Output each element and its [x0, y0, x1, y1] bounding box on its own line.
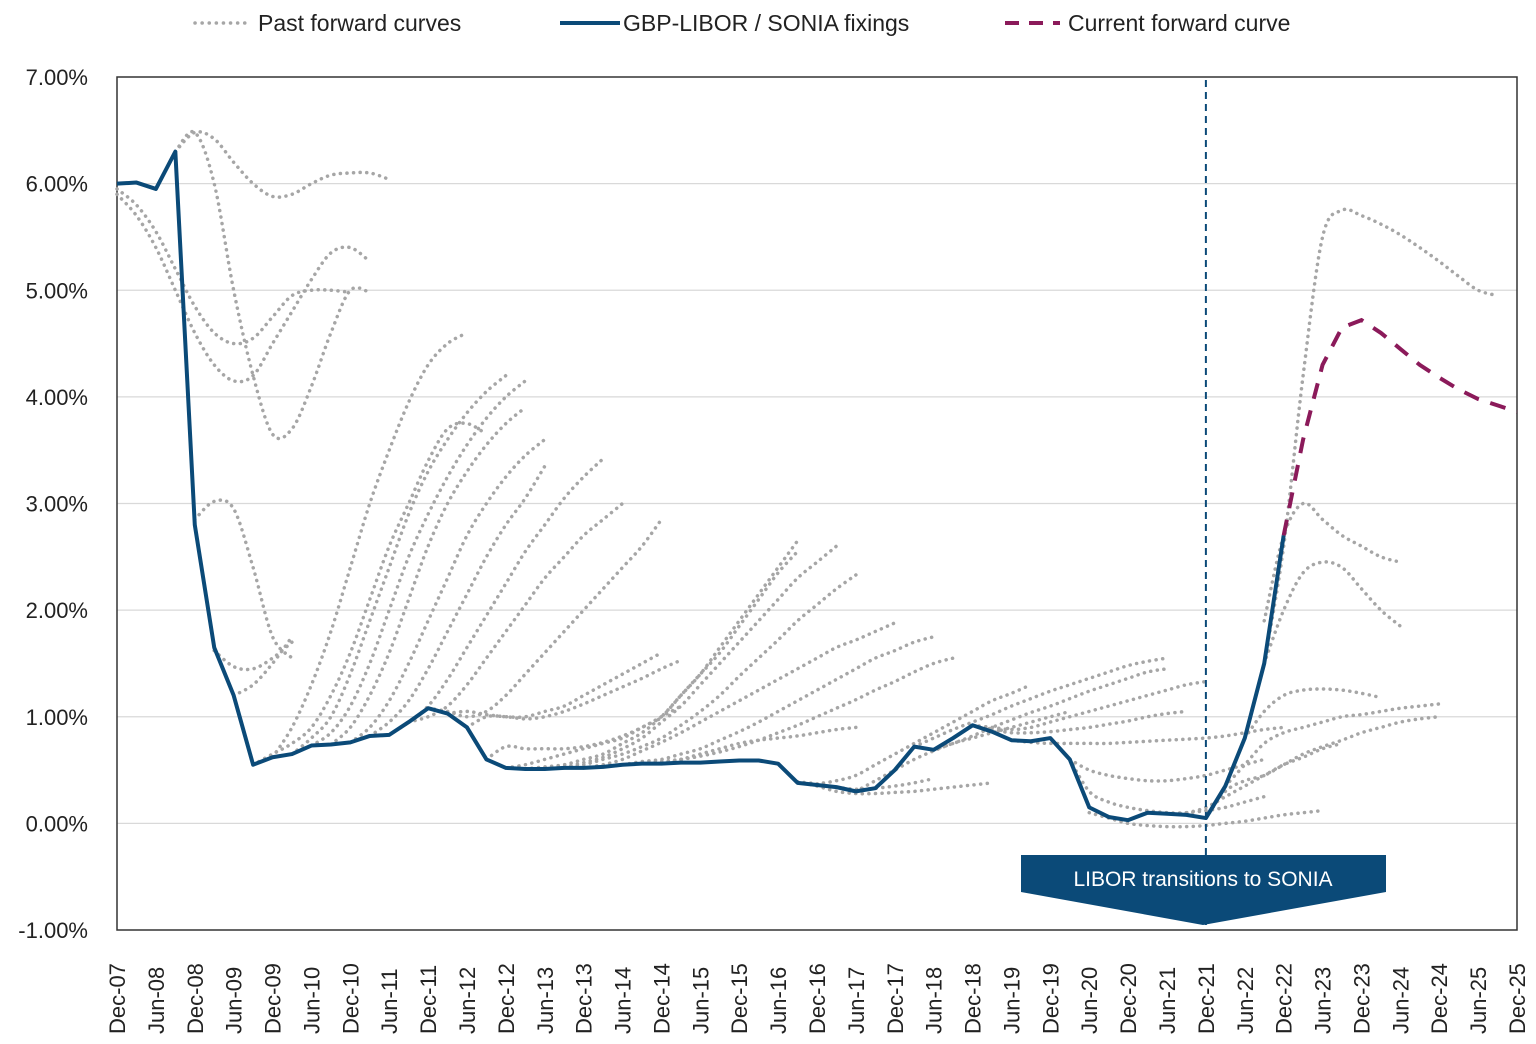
past-forward-curve — [115, 192, 372, 384]
x-tick-label: Jun-17 — [844, 967, 869, 1034]
y-tick-label: 1.00% — [26, 705, 88, 730]
past-forward-curve — [173, 129, 372, 441]
x-tick-label: Jun-16 — [766, 967, 791, 1034]
x-tick-label: Dec-19 — [1038, 963, 1063, 1034]
past-forward-curve — [115, 187, 353, 346]
past-forward-curve — [562, 573, 858, 770]
annotation: LIBOR transitions to SONIA — [1021, 80, 1386, 925]
x-tick-label: Dec-09 — [261, 963, 286, 1034]
past-forward-curve — [231, 635, 294, 698]
x-tick-label: Dec-12 — [494, 963, 519, 1034]
x-tick-label: Dec-13 — [572, 963, 597, 1034]
past-forward-curve — [406, 501, 625, 724]
past-forward-curve — [1165, 741, 1344, 816]
x-tick-label: Jun-25 — [1466, 967, 1491, 1034]
past-forward-curve — [970, 679, 1208, 732]
x-tick-label: Jun-23 — [1311, 967, 1336, 1034]
x-tick-label: Jun-11 — [377, 968, 402, 1034]
x-tick-label: Dec-07 — [105, 963, 130, 1034]
past-forward-curve — [348, 437, 547, 745]
annotation-label: LIBOR transitions to SONIA — [1073, 868, 1332, 891]
x-tick-label: Jun-09 — [222, 967, 247, 1034]
y-tick-label: 4.00% — [26, 385, 88, 410]
x-tick-label: Dec-25 — [1505, 963, 1530, 1034]
past-forward-curves — [115, 129, 1500, 829]
x-tick-label: Dec-17 — [883, 963, 908, 1034]
x-tick-label: Jun-22 — [1233, 967, 1258, 1034]
legend: Past forward curves GBP-LIBOR / SONIA fi… — [193, 10, 1290, 36]
past-forward-curve — [484, 704, 683, 762]
x-tick-label: Dec-21 — [1194, 963, 1219, 1034]
past-forward-curve — [387, 456, 605, 737]
y-tick-label: 3.00% — [26, 492, 88, 517]
x-tick-label: Jun-08 — [144, 967, 169, 1034]
x-tick-label: Dec-14 — [649, 963, 674, 1034]
past-forward-curve — [173, 130, 391, 199]
x-tick-label: Jun-10 — [299, 967, 324, 1034]
y-tick-label: 7.00% — [26, 65, 88, 90]
y-tick-label: 5.00% — [26, 278, 88, 303]
annotation-callout — [1021, 855, 1386, 925]
x-tick-label: Dec-11 — [416, 965, 441, 1034]
x-tick-label: Jun-20 — [1077, 967, 1102, 1034]
past-forward-curve — [854, 709, 1072, 794]
x-tick-label: Dec-08 — [183, 963, 208, 1034]
past-forward-curve — [1223, 702, 1441, 788]
x-tick-label: Dec-22 — [1272, 963, 1297, 1034]
x-tick-label: Dec-15 — [727, 963, 752, 1034]
past-forward-curve — [251, 421, 489, 767]
past-forward-curve — [581, 621, 897, 770]
past-forward-curve — [1262, 207, 1500, 666]
y-tick-label: 6.00% — [26, 172, 88, 197]
plot-area-border — [116, 76, 1518, 931]
x-tick-label: Jun-19 — [999, 967, 1024, 1034]
x-tick-label: Dec-16 — [805, 963, 830, 1034]
past-forward-curve — [931, 667, 1169, 752]
fixings-line — [116, 149, 1286, 823]
gridlines — [117, 183, 1517, 824]
x-tick-label: Jun-24 — [1388, 967, 1413, 1034]
x-tick-label: Dec-23 — [1349, 963, 1374, 1034]
past-forward-curve — [601, 635, 936, 769]
series — [116, 149, 1518, 823]
past-forward-curve — [912, 656, 1169, 749]
y-tick-label: 0.00% — [26, 811, 88, 836]
x-tick-label: Jun-13 — [533, 967, 558, 1034]
past-forward-curve — [465, 658, 683, 730]
past-forward-curve — [193, 498, 294, 660]
x-tick-label: Jun-12 — [455, 967, 480, 1034]
x-tick-label: Jun-21 — [1155, 967, 1180, 1034]
x-axis: Dec-07 Jun-08 Dec-08 Jun-09 Dec-09 Jun-10 Dec-… — [105, 963, 1530, 1034]
y-tick-label: 2.00% — [26, 598, 88, 623]
past-forward-curve — [504, 549, 800, 770]
past-forward-curve — [329, 405, 528, 747]
x-tick-label: Dec-18 — [961, 963, 986, 1034]
past-forward-curve — [815, 683, 1033, 786]
x-tick-label: Jun-18 — [922, 967, 947, 1034]
past-forward-curve — [543, 544, 839, 771]
past-forward-curve — [795, 780, 994, 796]
x-tick-label: Jun-14 — [611, 967, 636, 1034]
x-tick-label: Dec-20 — [1116, 963, 1141, 1034]
y-axis: -1.00% 0.00% 1.00% 2.00% 3.00% 4.00% 5.00% 6.00… — [18, 65, 88, 943]
past-forward-curve — [523, 539, 800, 771]
past-forward-curve — [659, 725, 858, 766]
past-forward-curve — [1262, 560, 1403, 666]
legend-label-fixings: GBP-LIBOR / SONIA fixings — [623, 10, 909, 36]
past-forward-curve — [309, 379, 528, 748]
current-forward-curve — [1281, 317, 1518, 536]
past-forward-curve — [970, 709, 1189, 735]
y-tick-label: -1.00% — [18, 918, 88, 943]
past-forward-curve — [290, 373, 508, 756]
x-tick-label: Jun-15 — [688, 967, 713, 1034]
past-forward-curve — [212, 640, 294, 672]
past-forward-curve — [426, 517, 664, 719]
legend-label-current-forward: Current forward curve — [1068, 10, 1290, 36]
x-tick-label: Dec-24 — [1427, 963, 1452, 1034]
past-forward-curve — [368, 464, 547, 738]
legend-label-past-forward: Past forward curves — [258, 10, 461, 36]
x-tick-label: Dec-10 — [338, 963, 363, 1034]
